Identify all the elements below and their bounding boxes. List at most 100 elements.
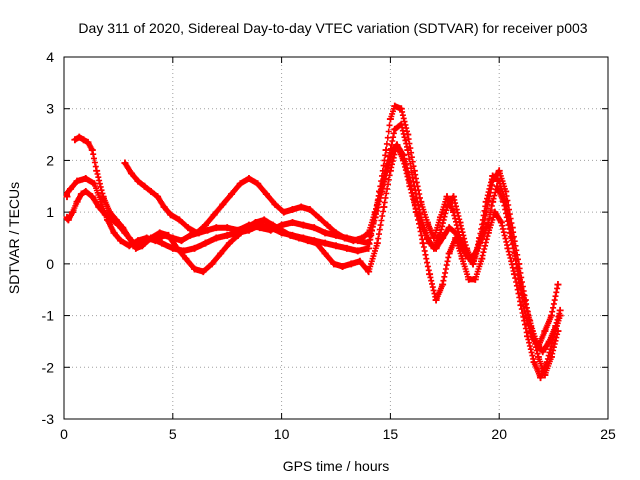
data-point (347, 260, 355, 268)
data-point (489, 172, 497, 180)
data-point (236, 180, 244, 188)
data-point (510, 270, 518, 278)
data-point (251, 218, 259, 226)
data-point (436, 229, 444, 237)
y-tick-label: -1 (42, 308, 55, 324)
x-tick-label: 20 (491, 426, 507, 442)
data-point (356, 257, 364, 265)
data-point (556, 312, 564, 320)
y-tick-label: 2 (46, 152, 54, 168)
data-point (88, 193, 96, 201)
data-point (349, 237, 357, 245)
x-axis-label: GPS time / hours (283, 458, 390, 474)
y-tick-label: 1 (46, 204, 54, 220)
data-point (497, 218, 505, 226)
data-point (554, 281, 562, 289)
data-point (178, 237, 186, 245)
data-point (280, 208, 288, 216)
data-point (234, 231, 242, 239)
data-point (73, 177, 81, 185)
data-point (121, 159, 129, 167)
data-point (93, 167, 101, 175)
data-point (373, 239, 381, 247)
data-point (69, 208, 77, 216)
data-point (297, 203, 305, 211)
data-point (465, 275, 473, 283)
data-point (371, 208, 379, 216)
data-point (223, 231, 231, 239)
data-point (495, 167, 503, 175)
data-point (110, 229, 118, 237)
data-point (71, 136, 79, 144)
data-point (201, 221, 209, 229)
data-point (212, 234, 220, 242)
data-point (397, 120, 405, 128)
data-point (141, 239, 149, 247)
data-point (191, 244, 199, 252)
data-point (299, 221, 307, 229)
data-point (445, 250, 453, 258)
data-point (223, 224, 231, 232)
data-point (504, 244, 512, 252)
x-tick-label: 25 (600, 426, 616, 442)
data-point (158, 239, 166, 247)
data-point (141, 182, 149, 190)
data-point (164, 231, 172, 239)
data-point (523, 332, 531, 340)
data-point (288, 218, 296, 226)
data-point (84, 138, 92, 146)
data-point (354, 247, 362, 255)
y-tick-label: 4 (46, 49, 54, 65)
data-point (260, 216, 268, 224)
data-point (77, 190, 85, 198)
data-point (312, 239, 320, 247)
x-tick-label: 15 (383, 426, 399, 442)
y-tick-label: -3 (42, 411, 55, 427)
y-tick-label: -2 (42, 359, 55, 375)
data-point (286, 231, 294, 239)
data-point (478, 255, 486, 263)
data-point (365, 244, 373, 252)
series-day-D (63, 141, 564, 382)
data-point (423, 234, 431, 242)
data-point (82, 175, 90, 183)
data-point (108, 216, 116, 224)
data-point (543, 358, 551, 366)
data-point (262, 190, 270, 198)
data-point (404, 146, 412, 154)
data-point (406, 177, 414, 185)
data-point (288, 206, 296, 214)
data-point (445, 224, 453, 232)
axis-ticks: 0 5 10 15 20 25 -3 -2 -1 0 1 2 3 4 (42, 49, 616, 442)
y-axis-label: SDTVAR / TECUs (6, 182, 22, 294)
data-point (471, 275, 479, 283)
data-point (64, 216, 72, 224)
data-point (82, 187, 90, 195)
x-tick-label: 10 (274, 426, 290, 442)
data-point (191, 265, 199, 273)
data-point (210, 211, 218, 219)
data-point (204, 226, 212, 234)
data-point (430, 244, 438, 252)
data-point (90, 180, 98, 188)
data-point (228, 190, 236, 198)
data-point (321, 229, 329, 237)
data-point (482, 198, 490, 206)
data-point (173, 244, 181, 252)
data-point (134, 177, 142, 185)
data-point (217, 250, 225, 258)
data-point (495, 177, 503, 185)
data-point (534, 343, 542, 351)
data-point (534, 353, 542, 361)
data-point (254, 180, 262, 188)
data-point (365, 229, 373, 237)
data-point (184, 224, 192, 232)
chart-title: Day 311 of 2020, Sidereal Day-to-day VTE… (78, 20, 587, 36)
data-point (339, 262, 347, 270)
data-point (413, 208, 421, 216)
data-point (208, 260, 216, 268)
data-point (167, 211, 175, 219)
data-point (154, 193, 162, 201)
data-point (391, 102, 399, 110)
